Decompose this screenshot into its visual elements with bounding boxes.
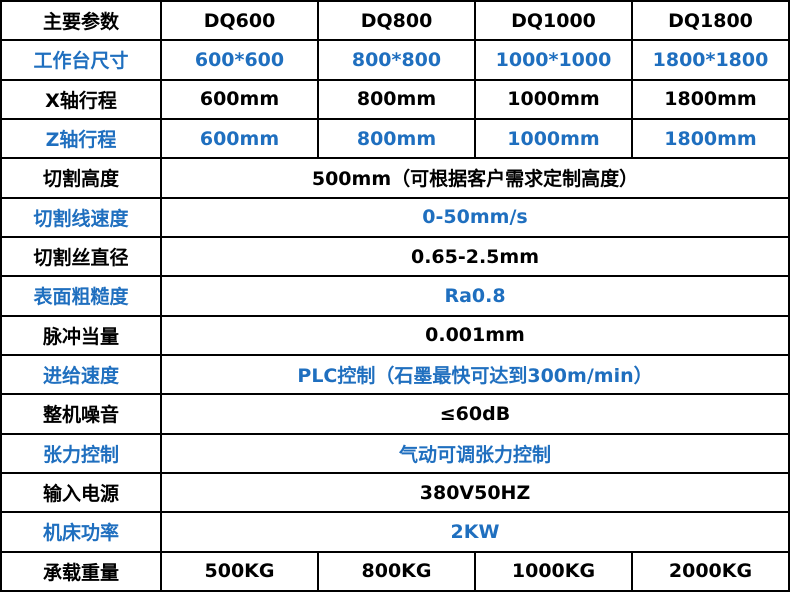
- table-cell: 1000mm: [474, 78, 633, 120]
- row-label: 机床功率: [0, 511, 162, 553]
- row-label: 脉冲当量: [0, 314, 162, 356]
- table-cell: 600*600: [160, 39, 319, 81]
- table-row: 主要参数 DQ600 DQ800 DQ1000 DQ1800: [0, 0, 790, 42]
- table-cell: 600mm: [160, 78, 319, 120]
- table-cell: 800mm: [317, 117, 476, 160]
- table-cell: DQ1000: [474, 0, 633, 42]
- table-cell: Ra0.8: [160, 275, 790, 317]
- table-cell: 600mm: [160, 117, 319, 160]
- table-row: 张力控制 气动可调张力控制: [0, 432, 790, 474]
- row-label: 切割线速度: [0, 196, 162, 238]
- table-cell: DQ1800: [631, 0, 790, 42]
- table-cell: 1800mm: [631, 78, 790, 120]
- table-cell: 2KW: [160, 511, 790, 553]
- row-label: 工作台尺寸: [0, 39, 162, 81]
- row-label: 整机噪音: [0, 393, 162, 435]
- row-label: 输入电源: [0, 471, 162, 514]
- table-row: 脉冲当量 0.001mm: [0, 314, 790, 356]
- table-cell: ≤60dB: [160, 393, 790, 435]
- table-cell: 1000mm: [474, 117, 633, 160]
- table-cell: 0-50mm/s: [160, 196, 790, 238]
- table-row: 机床功率 2KW: [0, 511, 790, 553]
- table-cell: 0.65-2.5mm: [160, 235, 790, 278]
- row-label: 表面粗糙度: [0, 275, 162, 317]
- table-cell: 380V50HZ: [160, 471, 790, 514]
- table-row: 切割高度 500mm（可根据客户需求定制高度）: [0, 157, 790, 199]
- row-label: Z轴行程: [0, 117, 162, 160]
- table-row: 输入电源 380V50HZ: [0, 471, 790, 514]
- table-cell: 2000KG: [631, 550, 790, 592]
- row-label: 进给速度: [0, 353, 162, 396]
- table-row: 切割线速度 0-50mm/s: [0, 196, 790, 238]
- table-row: 进给速度 PLC控制（石墨最快可达到300m/min）: [0, 353, 790, 396]
- row-label: 主要参数: [0, 0, 162, 42]
- table-row: 切割丝直径 0.65-2.5mm: [0, 235, 790, 278]
- table-cell: 1800*1800: [631, 39, 790, 81]
- table-cell: 气动可调张力控制: [160, 432, 790, 474]
- table-cell: 1000*1000: [474, 39, 633, 81]
- table-row: X轴行程 600mm 800mm 1000mm 1800mm: [0, 78, 790, 120]
- table-cell: DQ600: [160, 0, 319, 42]
- table-cell: 0.001mm: [160, 314, 790, 356]
- table-cell: 1800mm: [631, 117, 790, 160]
- row-label: X轴行程: [0, 78, 162, 120]
- row-label: 切割高度: [0, 157, 162, 199]
- row-label: 承载重量: [0, 550, 162, 592]
- table-row: 表面粗糙度 Ra0.8: [0, 275, 790, 317]
- table-row: 工作台尺寸 600*600 800*800 1000*1000 1800*1800: [0, 39, 790, 81]
- table-cell: 500mm（可根据客户需求定制高度）: [160, 157, 790, 199]
- row-label: 张力控制: [0, 432, 162, 474]
- table-row: 承载重量 500KG 800KG 1000KG 2000KG: [0, 550, 790, 592]
- table-cell: 800mm: [317, 78, 476, 120]
- table-cell: 800KG: [317, 550, 476, 592]
- table-row: 整机噪音 ≤60dB: [0, 393, 790, 435]
- table-cell: 500KG: [160, 550, 319, 592]
- table-cell: DQ800: [317, 0, 476, 42]
- row-label: 切割丝直径: [0, 235, 162, 278]
- table-row: Z轴行程 600mm 800mm 1000mm 1800mm: [0, 117, 790, 160]
- table-cell: 800*800: [317, 39, 476, 81]
- table-cell: PLC控制（石墨最快可达到300m/min）: [160, 353, 790, 396]
- table-cell: 1000KG: [474, 550, 633, 592]
